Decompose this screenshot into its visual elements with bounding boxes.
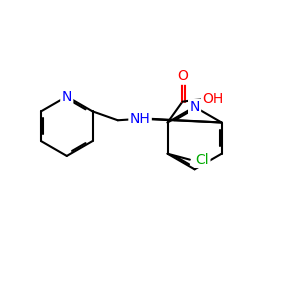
Text: N: N: [61, 89, 72, 103]
Text: OH: OH: [202, 92, 224, 106]
Text: Cl: Cl: [196, 153, 209, 167]
Text: N: N: [189, 100, 200, 114]
Text: O: O: [177, 69, 188, 83]
Text: NH: NH: [130, 112, 150, 126]
